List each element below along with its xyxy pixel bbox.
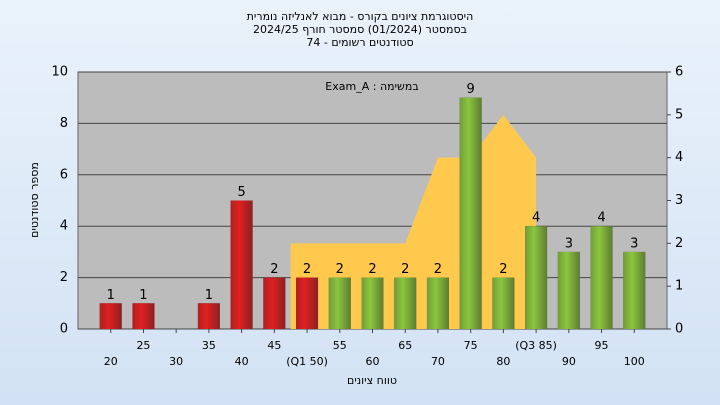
data-label: 3 — [630, 236, 638, 251]
y-tick-label: 6 — [60, 167, 68, 182]
x-tick-label: 35 — [202, 339, 216, 352]
x-tick-label: 95 — [595, 339, 609, 352]
bar — [230, 200, 253, 329]
x-tick-label: 30 — [169, 355, 183, 368]
data-label: 4 — [532, 211, 540, 226]
x-tick-label: 100 — [624, 355, 645, 368]
x-tick-label: 80 — [496, 355, 510, 368]
data-label: 5 — [237, 185, 245, 200]
x-tick-label: 70 — [431, 355, 445, 368]
x-tick-label: (Q3 85) — [515, 339, 557, 352]
data-label: 2 — [434, 262, 442, 277]
y2-tick-label: 1 — [675, 279, 683, 294]
data-label: 3 — [565, 236, 573, 251]
bar — [394, 277, 417, 329]
bar — [296, 277, 319, 329]
chart-subtitle: בסמסטר (01/2024) סמסטר חורף 2024/25 — [253, 23, 467, 36]
x-tick-label: 55 — [333, 339, 347, 352]
data-label: 9 — [467, 82, 475, 97]
bar — [361, 277, 384, 329]
chart-title: היסטוגרמת ציונים בקורס - מבוא לאנליזה נו… — [247, 10, 474, 23]
data-label: 2 — [499, 262, 507, 277]
data-label: 4 — [597, 211, 605, 226]
x-tick-label: 25 — [136, 339, 150, 352]
bar — [492, 277, 515, 329]
bar — [525, 226, 548, 329]
y-tick-label: 10 — [51, 65, 68, 80]
data-label: 2 — [270, 262, 278, 277]
data-label: 2 — [336, 262, 344, 277]
bar — [99, 303, 122, 329]
y-tick-label: 4 — [60, 219, 68, 234]
y-tick-label: 0 — [60, 322, 68, 337]
chart-subtitle: סטודנטים רשומים - 74 — [306, 36, 413, 49]
data-label: 1 — [139, 288, 147, 303]
x-tick-label: 45 — [267, 339, 281, 352]
y2-tick-label: 4 — [675, 150, 683, 165]
bar — [263, 277, 286, 329]
bar — [132, 303, 155, 329]
y-tick-label: 2 — [60, 270, 68, 285]
y2-tick-label: 2 — [675, 236, 683, 251]
x-tick-label: 60 — [366, 355, 380, 368]
x-axis-label: טווח ציונים — [347, 374, 397, 387]
data-label: 2 — [303, 262, 311, 277]
x-tick-label: 90 — [562, 355, 576, 368]
x-tick-label: 20 — [104, 355, 118, 368]
bar — [590, 226, 613, 329]
x-tick-label: 75 — [464, 339, 478, 352]
y-axis-label: מספר סטודנטים — [28, 162, 41, 238]
x-tick-label: 40 — [235, 355, 249, 368]
bar — [623, 251, 646, 329]
y-tick-label: 8 — [60, 116, 68, 131]
y2-tick-label: 0 — [675, 322, 683, 337]
data-label: 1 — [107, 288, 115, 303]
y2-tick-label: 3 — [675, 193, 683, 208]
bar — [557, 251, 580, 329]
data-label: 1 — [205, 288, 213, 303]
bar — [426, 277, 449, 329]
x-tick-label: (Q1 50) — [286, 355, 328, 368]
bar — [328, 277, 351, 329]
data-label: 2 — [401, 262, 409, 277]
annotation: Exam_A : במשימה — [325, 80, 418, 93]
y2-tick-label: 6 — [675, 65, 683, 80]
bar — [459, 97, 482, 329]
data-label: 2 — [368, 262, 376, 277]
x-tick-label: 65 — [398, 339, 412, 352]
y2-tick-label: 5 — [675, 107, 683, 122]
bar — [197, 303, 220, 329]
